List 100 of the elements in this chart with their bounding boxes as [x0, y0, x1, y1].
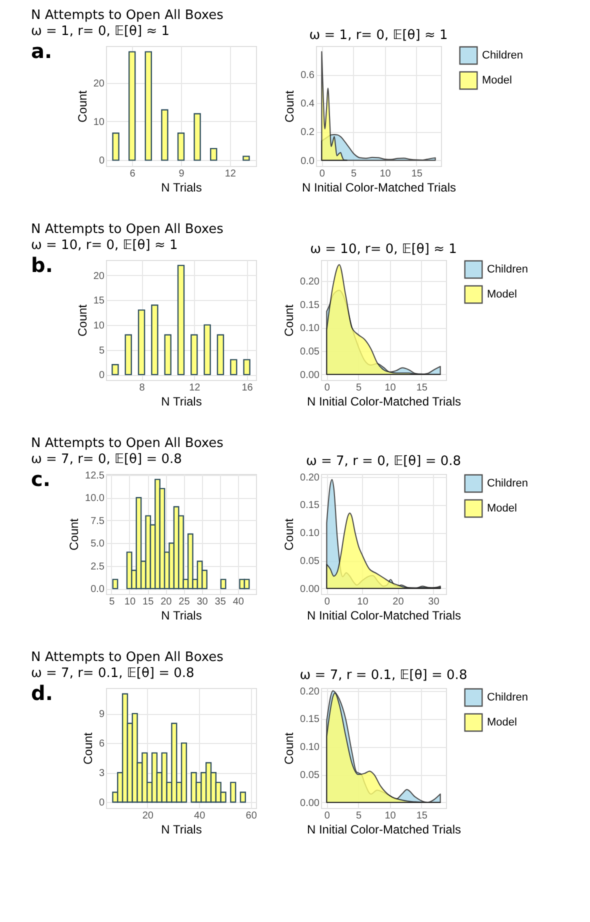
x-tick-label: 0 [324, 810, 330, 822]
chart-title: ω = 10, r= 0, 𝔼[θ] ≈ 1 [310, 242, 457, 257]
x-tick-label: 10 [357, 596, 369, 608]
x-tick-label: 25 [178, 596, 190, 608]
y-tick-label: 0.05 [300, 346, 320, 358]
y-axis-title: Count [75, 304, 90, 337]
y-tick-label: 0.10 [300, 323, 320, 334]
x-tick-label: 5 [350, 168, 357, 180]
x-tick-label: 5 [109, 596, 116, 608]
x-tick-label: 35 [214, 596, 226, 608]
x-tick-label: 0 [324, 382, 330, 394]
x-tick-label: 16 [242, 382, 254, 394]
x-tick-label: 15 [411, 168, 423, 180]
y-axis-title: Count [282, 518, 296, 551]
y-tick-label: 0.15 [300, 500, 320, 512]
legend-label: Model [487, 716, 517, 728]
y-tick-label: 20 [93, 270, 105, 282]
y-tick-label: 0.10 [300, 742, 320, 754]
x-tick-label: 20 [142, 810, 154, 822]
x-tick-label: 15 [416, 810, 428, 822]
x-axis-title: N Initial Color-Matched Trials [306, 822, 462, 836]
y-axis-title: Count [282, 90, 297, 123]
x-tick-label: 30 [196, 596, 208, 608]
y-axis-title: Count [282, 732, 296, 765]
x-tick-label: 8 [139, 382, 146, 394]
y-tick-label: 0.0 [300, 156, 315, 167]
y-tick-label: 9 [98, 709, 105, 720]
y-tick-label: 0.15 [300, 300, 320, 311]
y-tick-label: 15 [93, 296, 105, 307]
y-tick-label: 0.10 [300, 528, 320, 540]
text: b. [31, 253, 53, 277]
x-tick-label: 12 [224, 168, 236, 180]
x-tick-label: 30 [428, 596, 440, 608]
text: Children [487, 478, 528, 490]
x-tick-label: 5 [356, 810, 362, 822]
y-axis-title: Count [282, 304, 296, 337]
x-tick-label: 20 [160, 596, 172, 608]
text: a. [31, 39, 52, 63]
y-axis-title: Count [80, 732, 95, 765]
y-tick-label: 0.6 [300, 70, 315, 82]
x-tick-label: 20 [392, 596, 404, 608]
y-tick-label: 6 [98, 738, 105, 750]
y-tick-label: 0 [98, 156, 105, 167]
x-tick-label: 10 [384, 810, 396, 822]
chart-title: ω = 7, r = 0, 𝔼[θ] = 0.8 [306, 454, 462, 469]
chart-subtitle: ω = 7, r= 0, 𝔼[θ] = 0.8 [31, 452, 182, 467]
x-tick-label: 6 [130, 168, 136, 180]
y-tick-label: 10 [93, 320, 105, 332]
chart-subtitle: ω = 10, r= 0, 𝔼[θ] ≈ 1 [31, 238, 178, 253]
y-tick-label: 10 [93, 116, 105, 128]
y-tick-label: 5 [98, 345, 105, 356]
legend-label: Children [487, 692, 528, 704]
text: c. [31, 467, 50, 491]
x-axis-title: N Trials [161, 394, 202, 408]
chart-title: N Attempts to Open All Boxes [31, 650, 224, 665]
y-tick-label: 5.0 [90, 538, 105, 550]
y-tick-label: 0.00 [300, 370, 320, 381]
x-tick-label: 15 [416, 382, 428, 394]
x-tick-label: 5 [356, 382, 362, 394]
chart-subtitle: ω = 7, r= 0.1, 𝔼[θ] = 0.8 [31, 666, 194, 681]
y-tick-label: 0.0 [90, 584, 105, 596]
y-tick-label: 0.2 [300, 127, 315, 138]
x-tick-label: 10 [384, 382, 396, 394]
y-tick-label: 0.20 [300, 686, 320, 698]
y-tick-label: 0.05 [300, 556, 320, 568]
y-tick-label: 7.5 [90, 516, 105, 527]
y-tick-label: 3 [98, 768, 105, 780]
y-tick-label: 20 [93, 78, 105, 90]
y-tick-label: 0 [98, 798, 105, 809]
y-tick-label: 10.0 [85, 493, 105, 504]
y-tick-label: 0.20 [300, 472, 320, 484]
chart-title: N Attempts to Open All Boxes [31, 8, 224, 23]
text: Model [487, 502, 517, 514]
x-tick-label: 12 [189, 382, 201, 394]
chart-title: ω = 7, r = 0.1, 𝔼[θ] = 0.8 [300, 668, 468, 683]
x-tick-label: 60 [246, 810, 258, 822]
y-tick-label: 12.5 [85, 470, 105, 482]
legend-label: Children [482, 50, 523, 62]
x-tick-label: 0 [324, 596, 330, 608]
x-tick-label: 40 [232, 596, 244, 608]
y-tick-label: 0.00 [300, 798, 320, 809]
y-tick-label: 0.00 [300, 584, 320, 595]
x-axis-title: N Trials [161, 180, 202, 194]
text: d. [31, 681, 53, 705]
chart-title: N Attempts to Open All Boxes [31, 222, 224, 237]
y-tick-label: 2.5 [90, 561, 105, 572]
legend-label: Model [482, 74, 512, 86]
chart-subtitle: ω = 1, r= 0, 𝔼[θ] ≈ 1 [31, 24, 170, 39]
chart-title: ω = 1, r= 0, 𝔼[θ] ≈ 1 [309, 28, 448, 43]
y-tick-label: 0 [98, 370, 105, 382]
x-axis-title: N Initial Color-Matched Trials [302, 180, 456, 194]
y-axis-title: Count [67, 518, 82, 551]
y-tick-label: 0.05 [300, 770, 320, 782]
legend-label: Model [487, 288, 517, 300]
legend-label: Children [487, 264, 528, 276]
x-tick-label: 10 [124, 596, 136, 608]
x-tick-label: 9 [178, 168, 185, 180]
x-tick-label: 15 [142, 596, 154, 608]
x-tick-label: 40 [194, 810, 206, 822]
x-axis-title: N Initial Color-Matched Trials [306, 608, 462, 622]
